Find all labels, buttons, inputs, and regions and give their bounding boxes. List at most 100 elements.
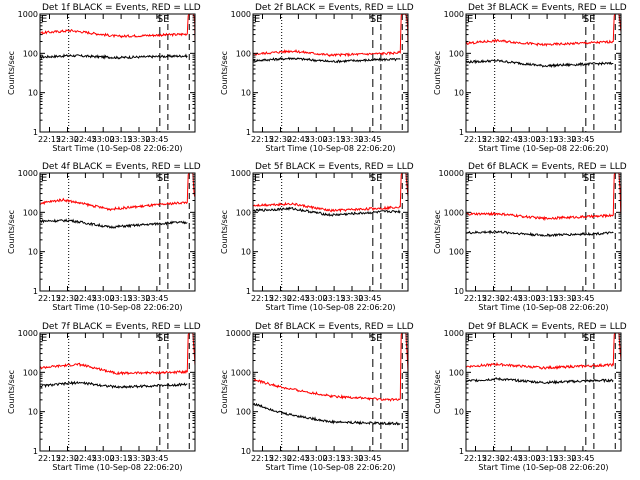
events-series <box>40 53 188 60</box>
y-tick-label: 10 <box>241 248 251 257</box>
x-tick-label: 22:15 <box>38 294 61 303</box>
x-tick-label: 23:45 <box>571 135 594 144</box>
events-series <box>40 380 188 389</box>
y-tick-label: 1000 <box>444 208 464 217</box>
x-tick-label: 22:45 <box>74 294 97 303</box>
panel-det-3: Det 3f BLACK = Events, RED = LLD 1 10 100 10… <box>433 3 627 153</box>
marker-E: E <box>467 173 473 184</box>
x-tick-label: 22:15 <box>464 294 487 303</box>
panel-title: Det 1f BLACK = Events, RED = LLD <box>42 3 201 13</box>
y-tick-label: 1000 <box>231 10 251 19</box>
lld-series <box>40 333 195 376</box>
x-tick-label: 23:45 <box>145 135 168 144</box>
x-tick-label: 23:30 <box>553 294 576 303</box>
plot-frame <box>252 13 409 133</box>
panel-title: Det 4f BLACK = Events, RED = LLD <box>42 162 201 172</box>
x-tick-label: 23:30 <box>340 454 363 463</box>
x-tick-label: 22:45 <box>287 135 310 144</box>
x-tick-label: 22:15 <box>251 135 274 144</box>
x-tick-label: 23:15 <box>110 135 133 144</box>
y-tick-label: 1000 <box>231 169 251 178</box>
y-tick-label: 100 <box>449 368 464 377</box>
y-tick-label: 1 <box>459 128 464 137</box>
marker-E: E <box>41 14 47 25</box>
x-tick-label: 22:45 <box>500 454 523 463</box>
lld-series <box>253 173 408 213</box>
x-tick-label: 23:00 <box>518 294 541 303</box>
x-tick-label: 23:30 <box>553 454 576 463</box>
y-tick-label: 10 <box>454 89 464 98</box>
y-tick-label: 1000 <box>18 329 38 338</box>
y-axis-label: Counts/sec <box>220 51 229 95</box>
plot-frame <box>39 13 196 133</box>
marker-E: E <box>41 173 47 184</box>
x-tick-label: 23:00 <box>92 454 115 463</box>
marker-E: E <box>467 333 473 344</box>
y-axis-label: Counts/sec <box>433 210 442 254</box>
x-tick-label: 23:30 <box>127 454 150 463</box>
panel-title: Det 7f BLACK = Events, RED = LLD <box>42 322 201 332</box>
x-tick-label: 22:30 <box>269 294 292 303</box>
plot-frame <box>465 13 622 133</box>
y-tick-label: 10 <box>241 447 251 456</box>
y-tick-label: 1 <box>246 287 251 296</box>
x-tick-label: 23:45 <box>358 454 381 463</box>
x-axis-label: Start Time (10-Sep-08 22:06:20) <box>478 303 608 312</box>
x-tick-label: 22:30 <box>482 454 505 463</box>
y-tick-label: 10 <box>28 89 38 98</box>
x-axis-label: Start Time (10-Sep-08 22:06:20) <box>478 144 608 153</box>
x-tick-label: 22:45 <box>500 135 523 144</box>
x-axis-label: Start Time (10-Sep-08 22:06:20) <box>52 303 182 312</box>
x-tick-label: 23:15 <box>110 294 133 303</box>
y-axis-label: Counts/sec <box>220 210 229 254</box>
x-tick-label: 22:45 <box>74 135 97 144</box>
x-tick-label: 22:45 <box>74 454 97 463</box>
y-tick-label: 1 <box>246 128 251 137</box>
panel-det-2: Det 2f BLACK = Events, RED = LLD 1 10 100 10… <box>220 3 414 153</box>
y-axis-label: Counts/sec <box>7 51 16 95</box>
plot-frame <box>39 172 196 292</box>
marker-E: E <box>254 14 260 25</box>
x-tick-label: 23:00 <box>518 135 541 144</box>
panel-det-8: Det 8f BLACK = Events, RED = LLD 10 100 100… <box>220 322 414 472</box>
x-tick-label: 22:30 <box>269 135 292 144</box>
x-tick-label: 22:15 <box>251 454 274 463</box>
y-tick-label: 10 <box>28 248 38 257</box>
y-axis-label: Counts/sec <box>7 210 16 254</box>
lld-series <box>253 333 408 402</box>
events-series <box>253 402 401 426</box>
x-tick-label: 22:15 <box>464 135 487 144</box>
y-tick-label: 1000 <box>18 10 38 19</box>
y-tick-label: 1000 <box>231 368 251 377</box>
x-tick-label: 23:45 <box>358 294 381 303</box>
events-series <box>253 206 401 217</box>
x-axis-label: Start Time (10-Sep-08 22:06:20) <box>478 463 608 472</box>
x-tick-label: 23:45 <box>358 135 381 144</box>
marker-SE: SE <box>583 173 596 184</box>
events-series <box>40 218 188 229</box>
y-axis-label: Counts/sec <box>433 370 442 414</box>
x-tick-label: 22:15 <box>464 454 487 463</box>
panel-det-4: Det 4f BLACK = Events, RED = LLD 1 10 100 10… <box>7 162 201 312</box>
y-tick-label: 10 <box>454 408 464 417</box>
panel-title: Det 6f BLACK = Events, RED = LLD <box>468 162 627 172</box>
events-series <box>466 377 614 385</box>
x-tick-label: 23:30 <box>340 135 363 144</box>
x-tick-label: 22:15 <box>251 294 274 303</box>
plot-frame <box>465 172 622 292</box>
y-axis-label: Counts/sec <box>220 370 229 414</box>
panel-det-1: Det 1f BLACK = Events, RED = LLD 1 10 100 10… <box>7 3 201 153</box>
x-tick-label: 23:15 <box>110 454 133 463</box>
x-tick-label: 22:30 <box>56 294 79 303</box>
y-tick-label: 1 <box>33 447 38 456</box>
panel-title: Det 8f BLACK = Events, RED = LLD <box>255 322 414 332</box>
events-series <box>466 59 614 69</box>
x-tick-label: 22:30 <box>482 135 505 144</box>
y-tick-label: 1 <box>459 447 464 456</box>
y-tick-label: 1000 <box>444 10 464 19</box>
x-tick-label: 23:30 <box>340 294 363 303</box>
x-axis-label: Start Time (10-Sep-08 22:06:20) <box>265 303 395 312</box>
x-tick-label: 22:15 <box>38 454 61 463</box>
y-tick-label: 100 <box>23 49 38 58</box>
